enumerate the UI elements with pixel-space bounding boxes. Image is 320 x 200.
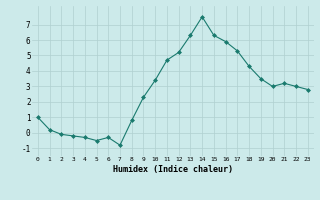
X-axis label: Humidex (Indice chaleur): Humidex (Indice chaleur)	[113, 165, 233, 174]
